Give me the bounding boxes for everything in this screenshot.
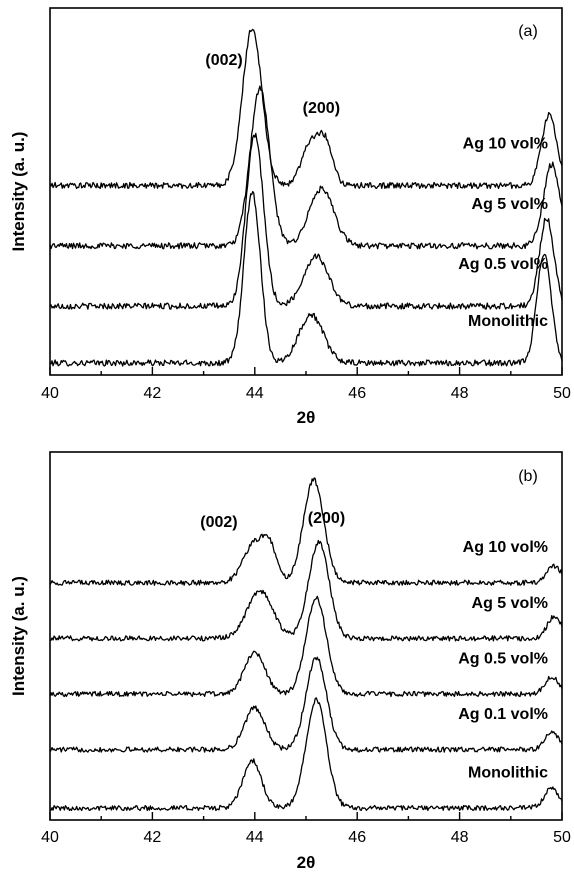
x-tick-label: 48 [451,829,469,846]
x-tick-label: 46 [348,829,366,846]
series-line [49,85,563,250]
x-tick-label: 44 [246,385,264,402]
series-label: Monolithic [468,313,548,330]
series-label: Ag 5 vol% [472,595,548,612]
series-line [49,656,563,753]
series-label: Ag 10 vol% [463,136,548,153]
series-line [49,190,563,367]
x-tick-label: 40 [41,385,59,402]
x-tick-label: 42 [144,385,162,402]
series-line [49,132,563,310]
series-label: Ag 0.5 vol% [458,256,548,273]
x-tick-label: 42 [144,829,162,846]
x-tick-label: 46 [348,385,366,402]
series-line [49,28,563,190]
panel-label: (b) [518,468,538,485]
series-label: Ag 5 vol% [472,196,548,213]
series-line [49,539,563,642]
panel-b: 40 42 44 46 48 50 2θ Intensity (a. u.) (b) Monoli… [9,451,571,872]
peak-annotation: (002) [200,514,237,531]
x-tick-label: 48 [451,385,469,402]
series-line [49,595,563,698]
x-axis-title: 2θ [297,408,316,427]
y-axis-title: Intensity (a. u.) [9,132,28,252]
series-line [49,477,563,586]
panel-a: 40 42 44 46 48 50 2θ Intensity (a. u.) (a) Monoli… [9,7,571,427]
series-label: Ag 0.1 vol% [458,706,548,723]
series-label: Ag 10 vol% [463,539,548,556]
x-tick-label: 50 [553,829,571,846]
series-label: Monolithic [468,764,548,781]
peak-annotation: (200) [308,510,345,527]
peak-annotation: (200) [303,100,340,117]
peak-annotation: (002) [205,52,242,69]
series-label: Ag 0.5 vol% [458,650,548,667]
y-axis-title: Intensity (a. u.) [9,576,28,696]
x-tick-label: 40 [41,829,59,846]
x-tick-label: 44 [246,829,264,846]
series-line [49,697,563,812]
x-axis-title: 2θ [297,853,316,872]
x-tick-label: 50 [553,385,571,402]
panel-label: (a) [518,23,538,40]
